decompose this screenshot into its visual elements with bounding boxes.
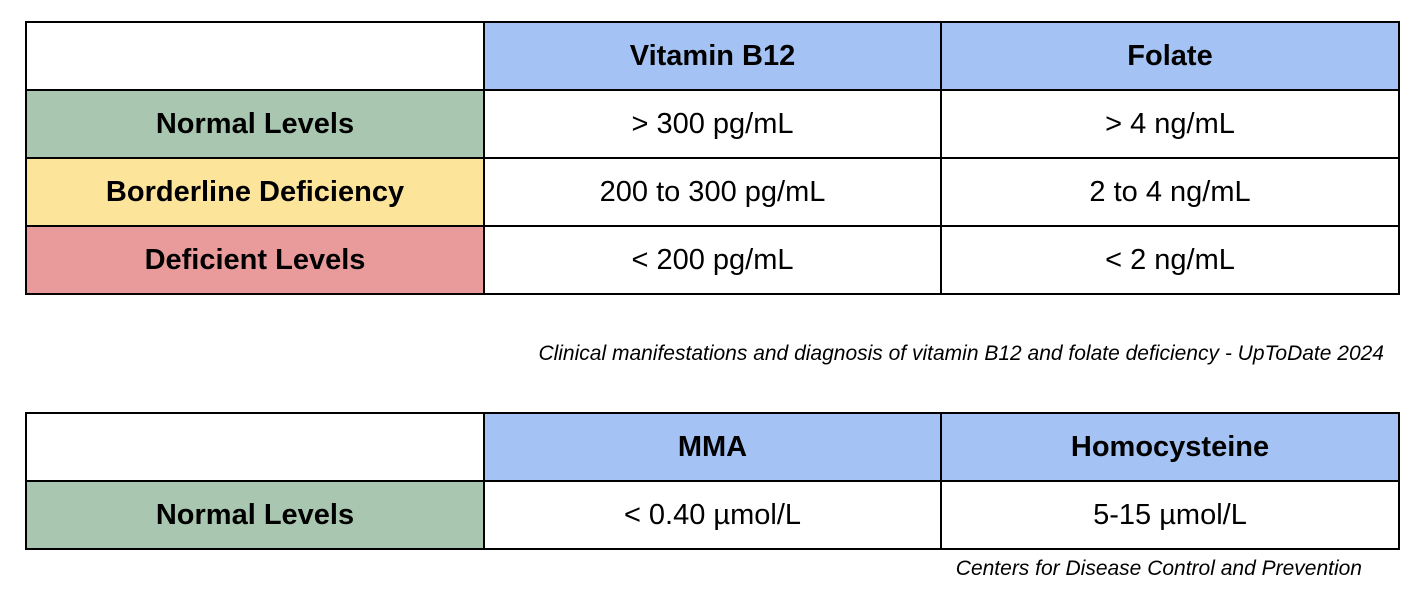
table-row: Normal Levels > 300 pg/mL > 4 ng/mL <box>25 89 1400 159</box>
b12-deficient-value: < 200 pg/mL <box>483 225 942 295</box>
header-mma: MMA <box>483 412 942 482</box>
header-blank-cell <box>25 21 485 91</box>
folate-deficient-value: < 2 ng/mL <box>940 225 1400 295</box>
header-vitamin-b12: Vitamin B12 <box>483 21 942 91</box>
homocysteine-normal-value: 5-15 µmol/L <box>940 480 1400 550</box>
row-label-normal: Normal Levels <box>25 480 485 550</box>
table-header-row: MMA Homocysteine <box>25 412 1400 482</box>
header-homocysteine: Homocysteine <box>940 412 1400 482</box>
table-row: Borderline Deficiency 200 to 300 pg/mL 2… <box>25 157 1400 227</box>
table-header-row: Vitamin B12 Folate <box>25 21 1400 91</box>
table-row: Deficient Levels < 200 pg/mL < 2 ng/mL <box>25 225 1400 295</box>
row-label-deficient: Deficient Levels <box>25 225 485 295</box>
mma-normal-value: < 0.40 µmol/L <box>483 480 942 550</box>
folate-borderline-value: 2 to 4 ng/mL <box>940 157 1400 227</box>
source-citation-uptodate: Clinical manifestations and diagnosis of… <box>538 342 1384 365</box>
b12-normal-value: > 300 pg/mL <box>483 89 942 159</box>
source-citation-cdc: Centers for Disease Control and Preventi… <box>955 557 1362 580</box>
header-blank-cell <box>25 412 485 482</box>
folate-normal-value: > 4 ng/mL <box>940 89 1400 159</box>
b12-folate-table: Vitamin B12 Folate Normal Levels > 300 p… <box>25 21 1400 295</box>
row-label-normal: Normal Levels <box>25 89 485 159</box>
mma-homocysteine-table: MMA Homocysteine Normal Levels < 0.40 µm… <box>25 412 1400 550</box>
row-label-borderline: Borderline Deficiency <box>25 157 485 227</box>
table-row: Normal Levels < 0.40 µmol/L 5-15 µmol/L <box>25 480 1400 550</box>
header-folate: Folate <box>940 21 1400 91</box>
b12-borderline-value: 200 to 300 pg/mL <box>483 157 942 227</box>
